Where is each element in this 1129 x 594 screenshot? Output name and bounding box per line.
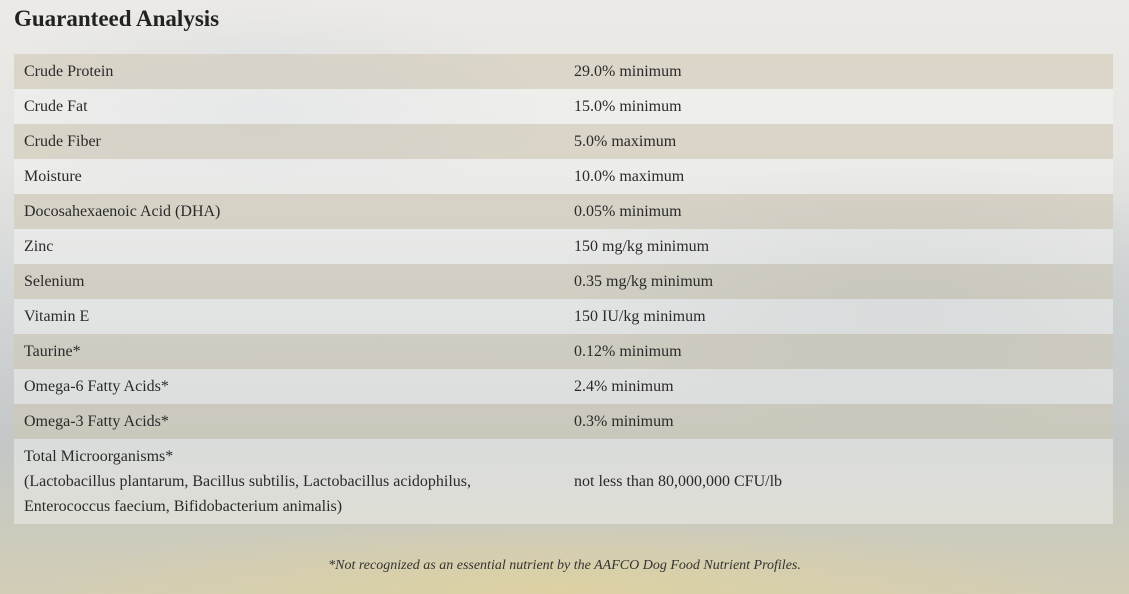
label-line: Enterococcus faecium, Bifidobacterium an… (24, 498, 343, 515)
table-row: Omega-6 Fatty Acids* 2.4% minimum (14, 369, 1113, 404)
nutrient-label: Zinc (24, 238, 54, 255)
nutrient-label: Omega-3 Fatty Acids* (24, 413, 169, 430)
nutrient-value: not less than 80,000,000 CFU/lb (574, 473, 783, 490)
nutrient-label: Crude Fat (24, 98, 88, 115)
nutrient-value: 2.4% minimum (574, 378, 674, 395)
table-row: Crude Fiber 5.0% maximum (14, 124, 1113, 159)
nutrient-value: 5.0% maximum (574, 133, 677, 150)
nutrient-label: Crude Protein (24, 63, 114, 80)
nutrient-value: 29.0% minimum (574, 63, 682, 80)
nutrient-label: Omega-6 Fatty Acids* (24, 378, 169, 395)
nutrient-label: Selenium (24, 273, 85, 290)
nutrient-value: 150 mg/kg minimum (574, 238, 710, 255)
nutrient-value: 0.12% minimum (574, 343, 682, 360)
table-row: Vitamin E 150 IU/kg minimum (14, 299, 1113, 334)
table-row: Taurine* 0.12% minimum (14, 334, 1113, 369)
table-row: Total Microorganisms* (Lactobacillus plan… (14, 439, 1113, 524)
table-row: Crude Protein 29.0% minimum (14, 54, 1113, 89)
table-row: Selenium 0.35 mg/kg minimum (14, 264, 1113, 299)
nutrient-value: 10.0% maximum (574, 168, 685, 185)
nutrient-label: Crude Fiber (24, 133, 101, 150)
nutrient-label: Moisture (24, 168, 82, 185)
nutrient-label: Taurine* (24, 343, 81, 360)
nutrient-value: 150 IU/kg minimum (574, 308, 706, 325)
section-title: Guaranteed Analysis (14, 6, 220, 31)
nutrient-label: Total Microorganisms* (Lactobacillus plan… (14, 444, 564, 519)
table-row: Omega-3 Fatty Acids* 0.3% minimum (14, 404, 1113, 439)
table-row: Crude Fat 15.0% minimum (14, 89, 1113, 124)
table-row: Zinc 150 mg/kg minimum (14, 229, 1113, 264)
nutrient-value: 0.35 mg/kg minimum (574, 273, 714, 290)
table-row: Moisture 10.0% maximum (14, 159, 1113, 194)
label-line: Total Microorganisms* (24, 448, 174, 465)
nutrient-value: 0.3% minimum (574, 413, 674, 430)
analysis-table: Crude Protein 29.0% minimum Crude Fat 15.0%… (14, 54, 1113, 524)
label-line: (Lactobacillus plantarum, Bacillus subti… (24, 473, 472, 490)
nutrient-label: Vitamin E (24, 308, 90, 325)
nutrient-value: 15.0% minimum (574, 98, 682, 115)
table-row: Docosahexaenoic Acid (DHA) 0.05% minimum (14, 194, 1113, 229)
footnote: *Not recognized as an essential nutrient… (328, 558, 801, 573)
nutrient-label: Docosahexaenoic Acid (DHA) (24, 203, 221, 220)
nutrient-value: 0.05% minimum (574, 203, 682, 220)
